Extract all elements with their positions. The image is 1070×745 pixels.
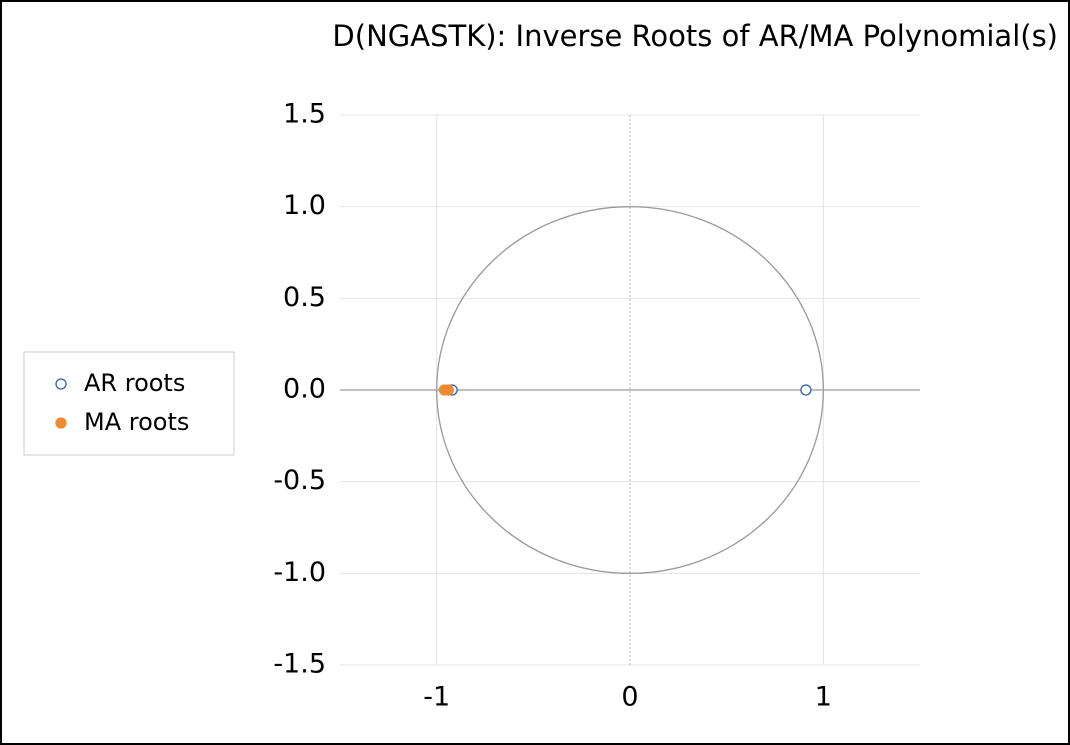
y-tick-label: -1.0: [273, 557, 326, 588]
legend: AR roots MA roots: [23, 351, 235, 456]
x-tick-label: -1: [423, 682, 450, 713]
y-tick-label: -0.5: [273, 465, 326, 496]
legend-label: MA roots: [84, 408, 189, 436]
legend-box: [23, 351, 235, 456]
y-tick-label: 1.5: [283, 99, 326, 130]
point: [800, 384, 812, 396]
point: [442, 384, 454, 396]
x-tick-label: 1: [815, 682, 832, 713]
x-tick-label: 0: [621, 682, 638, 713]
unit-circle: [436, 206, 824, 574]
y-tick-label: 1.0: [283, 190, 326, 221]
legend-marker: [55, 417, 67, 429]
legend-label: AR roots: [84, 369, 185, 397]
y-tick-label: 0.5: [283, 282, 326, 313]
y-tick-label: 0.0: [283, 374, 326, 405]
y-tick-label: -1.5: [273, 649, 326, 680]
chart-title: D(NGASTK): Inverse Roots of AR/MA Polyno…: [332, 19, 1058, 53]
legend-marker: [55, 378, 67, 390]
